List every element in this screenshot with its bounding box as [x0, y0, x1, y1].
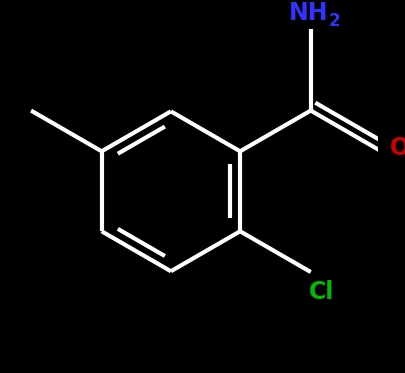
- Text: O: O: [388, 136, 405, 160]
- Text: NH: NH: [288, 1, 328, 25]
- Text: Cl: Cl: [308, 280, 334, 304]
- Text: 2: 2: [328, 12, 339, 30]
